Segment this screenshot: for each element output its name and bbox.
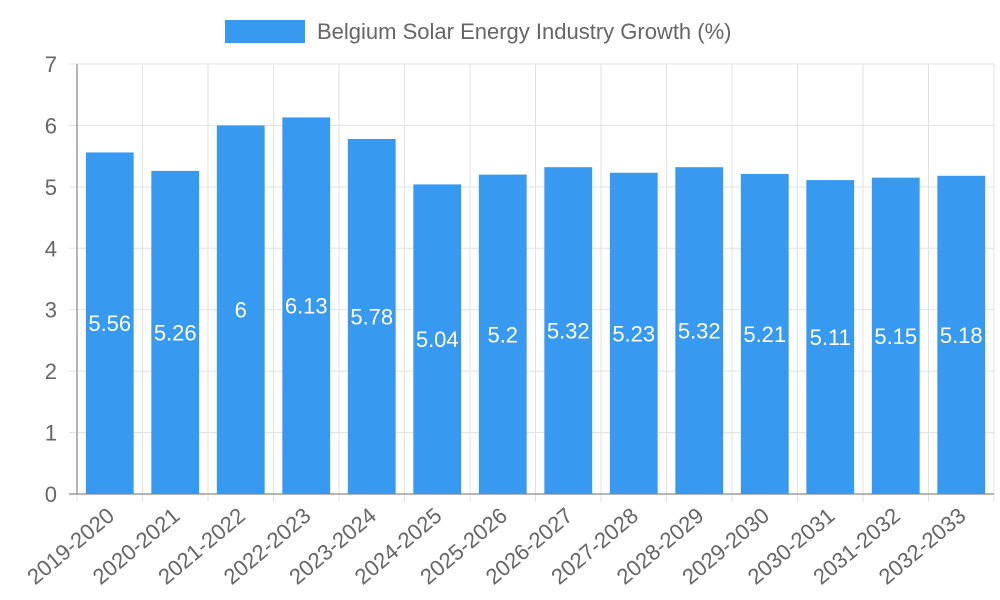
bar[interactable] — [675, 167, 724, 494]
legend-swatch[interactable] — [225, 20, 305, 43]
bar[interactable] — [871, 177, 920, 494]
data-label: 5.15 — [874, 324, 917, 349]
y-tick-label: 7 — [45, 52, 57, 77]
bar[interactable] — [282, 117, 331, 494]
bar[interactable] — [609, 172, 658, 494]
data-label: 6 — [235, 298, 247, 323]
labels-layer: 5.56 5.26 6 6.13 5.78 5.04 5.2 5.32 5.23 5.32 5.21… — [88, 294, 982, 352]
bar[interactable] — [544, 167, 593, 494]
legend[interactable]: Belgium Solar Energy Industry Growth (%) — [225, 19, 732, 44]
data-label: 5.78 — [350, 304, 393, 329]
data-label: 5.32 — [547, 319, 590, 344]
bar[interactable] — [151, 170, 200, 494]
data-label: 5.23 — [612, 321, 655, 346]
data-label: 5.2 — [487, 322, 518, 347]
bar[interactable] — [216, 125, 265, 494]
data-label: 6.13 — [285, 294, 328, 319]
y-tick-label: 0 — [45, 482, 57, 507]
bar[interactable] — [347, 138, 396, 494]
bar[interactable] — [937, 175, 986, 495]
bar[interactable] — [85, 152, 134, 494]
y-tick-label: 3 — [45, 298, 57, 323]
data-label: 5.32 — [678, 319, 721, 344]
data-label: 5.18 — [940, 323, 983, 348]
y-tick-label: 2 — [45, 359, 57, 384]
bars-layer — [85, 117, 986, 495]
data-label: 5.26 — [154, 320, 197, 345]
bar[interactable] — [478, 174, 527, 495]
y-tick-label: 4 — [45, 236, 57, 261]
legend-label[interactable]: Belgium Solar Energy Industry Growth (%) — [317, 19, 732, 44]
data-label: 5.04 — [416, 327, 459, 352]
bar[interactable] — [806, 180, 855, 494]
grid-layer — [69, 63, 995, 502]
y-tick-label: 1 — [45, 421, 57, 446]
data-label: 5.56 — [88, 311, 131, 336]
bar[interactable] — [413, 184, 462, 494]
y-tick-label: 5 — [45, 175, 57, 200]
bar[interactable] — [740, 173, 789, 494]
y-tick-label: 6 — [45, 113, 57, 138]
data-label: 5.21 — [743, 322, 786, 347]
data-label: 5.11 — [810, 325, 851, 350]
